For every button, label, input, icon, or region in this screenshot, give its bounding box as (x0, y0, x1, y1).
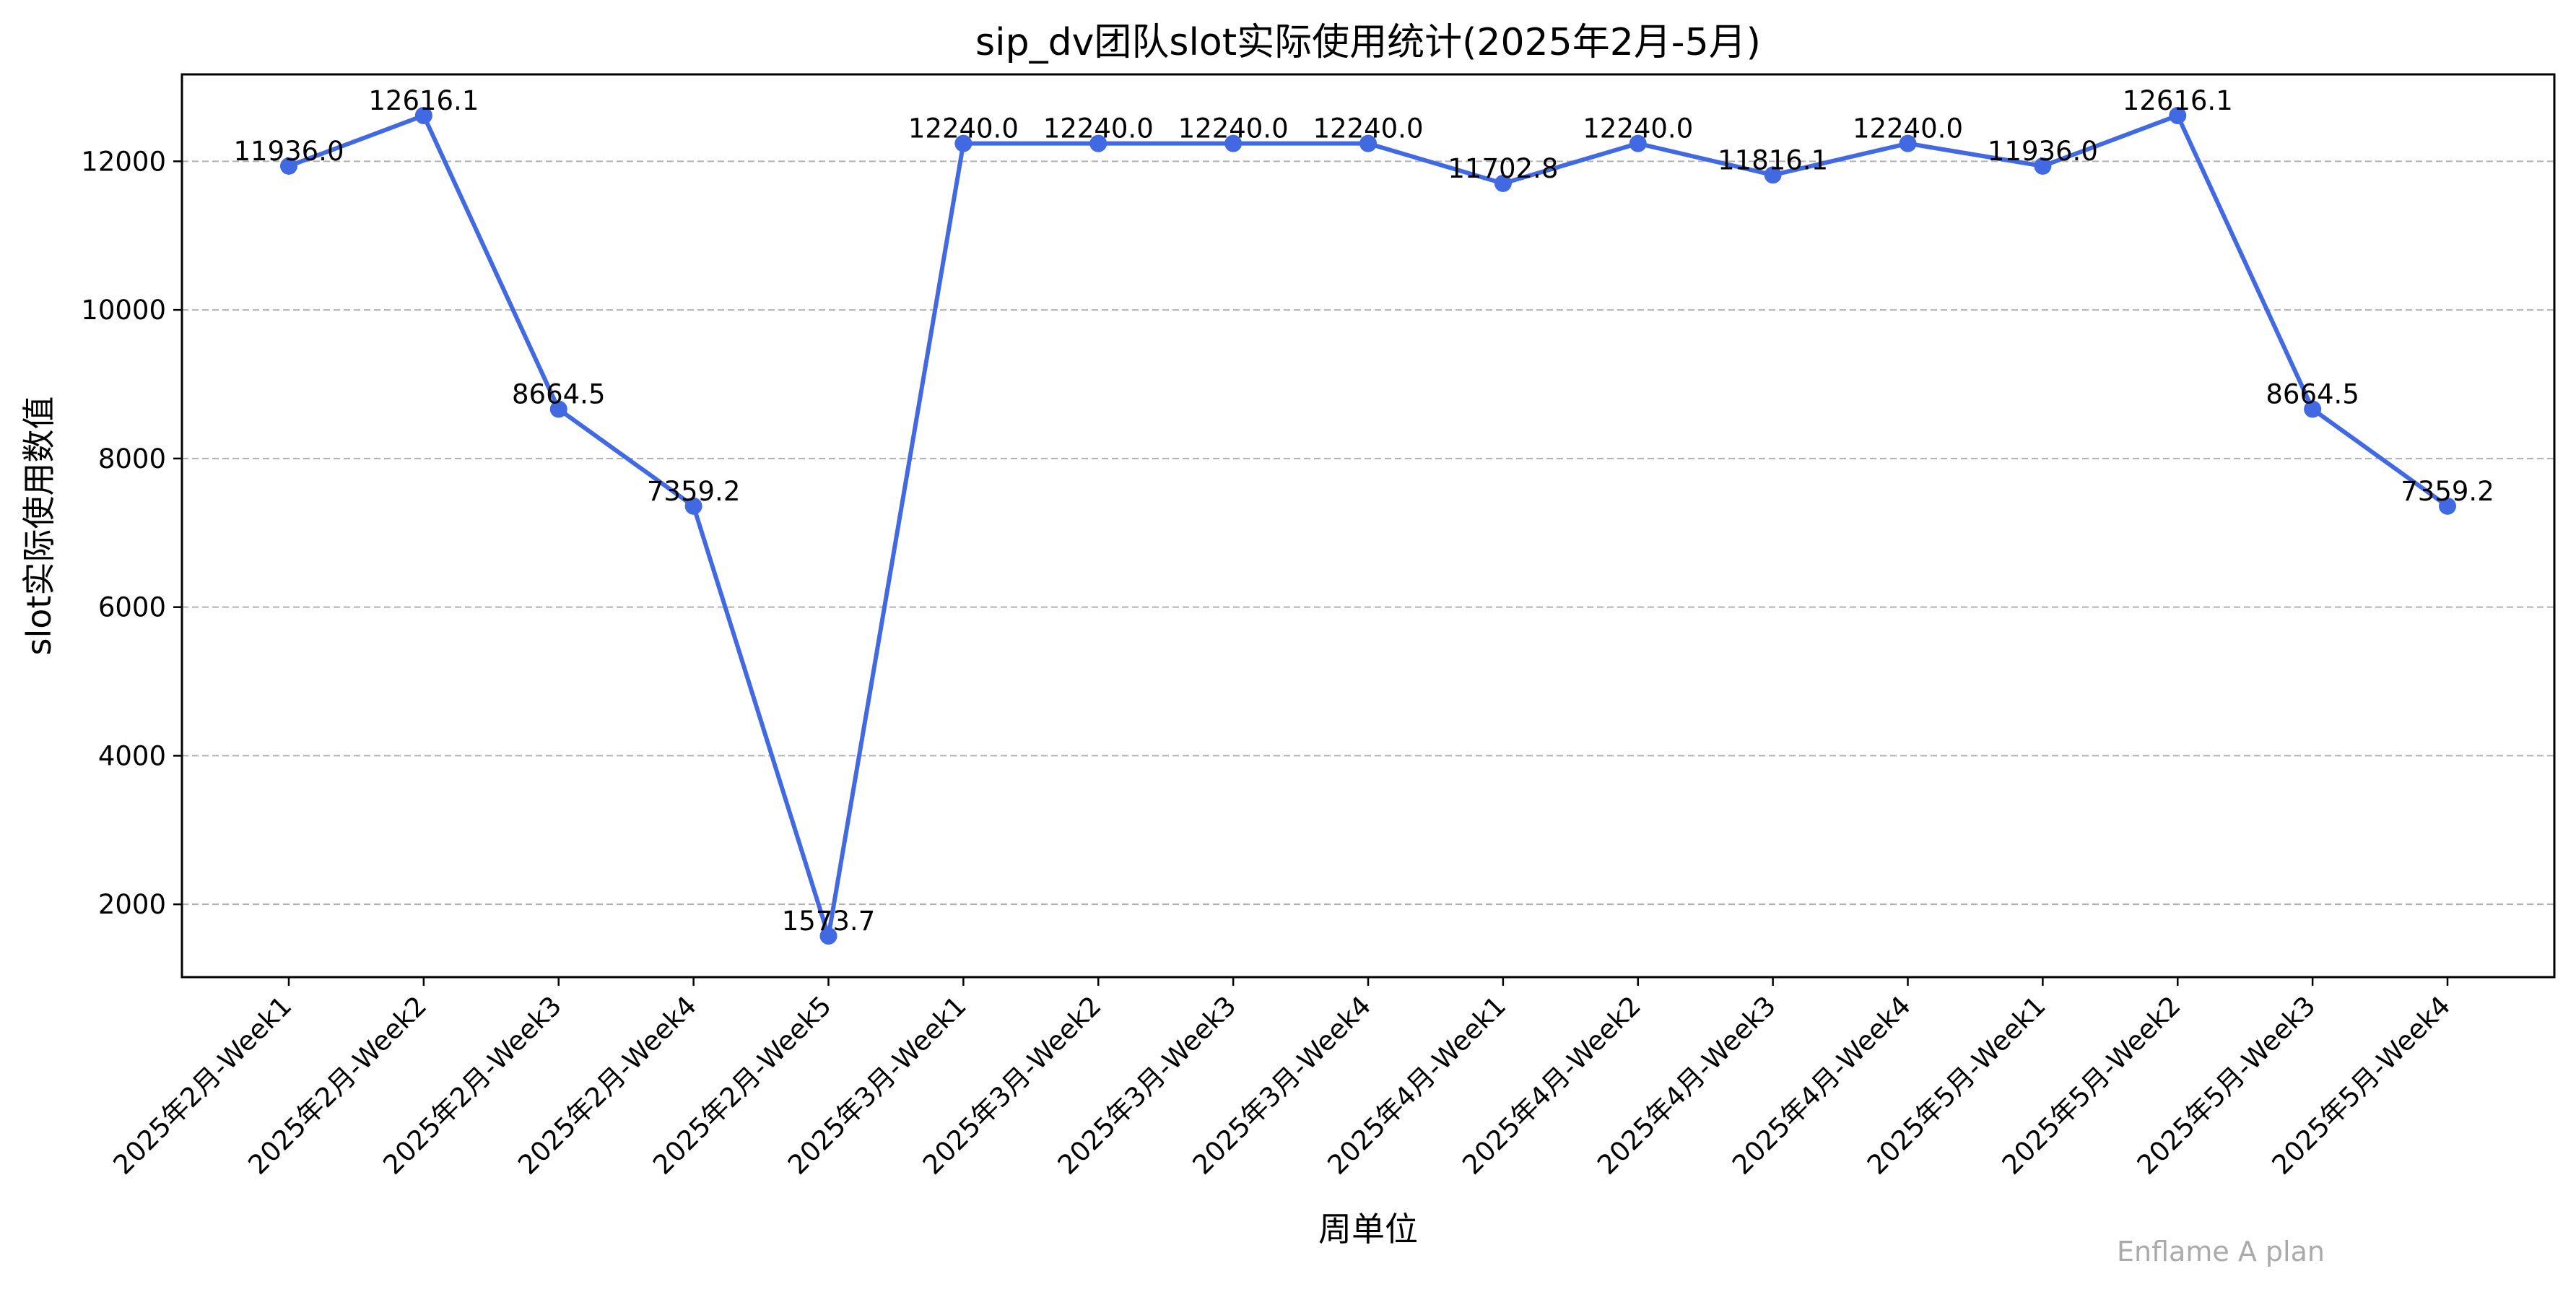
data-value-label: 12240.0 (1043, 113, 1154, 144)
data-point-marker (280, 157, 297, 175)
y-tick-label: 10000 (81, 295, 166, 326)
data-value-label: 11702.8 (1448, 153, 1558, 184)
y-tick-label: 8000 (98, 443, 166, 474)
y-axis-title: slot实际使用数值 (19, 396, 58, 656)
series-layer (280, 106, 2456, 945)
data-point-marker (1089, 134, 1108, 152)
axes: 200040006000800010000120002025年2月-Week12… (81, 146, 2456, 1180)
data-point-marker (2169, 106, 2187, 124)
data-value-label: 12240.0 (908, 113, 1019, 144)
data-point-marker (1494, 174, 1512, 192)
y-tick-label: 2000 (98, 889, 166, 920)
chart-title: sip_dv团队slot实际使用统计(2025年2月-5月) (975, 21, 1761, 64)
grid-lines (182, 160, 2554, 906)
plot-area-frame (180, 73, 2556, 979)
data-point-marker (684, 497, 702, 515)
data-point-marker (1629, 134, 1647, 152)
data-value-label: 8664.5 (512, 379, 605, 410)
data-point-marker (1224, 134, 1243, 152)
data-point-marker (819, 927, 837, 945)
data-value-label: 7359.2 (2401, 476, 2494, 507)
data-value-label: 11816.1 (1718, 144, 1828, 175)
data-point-marker (2034, 157, 2052, 175)
data-value-label: 7359.2 (647, 476, 740, 507)
data-point-marker (414, 106, 432, 124)
data-point-marker (2439, 497, 2456, 515)
watermark-text: Enflame A plan (2117, 1236, 2325, 1267)
data-value-label: 12240.0 (1178, 113, 1289, 144)
x-axis-title: 周单位 (1318, 1210, 1418, 1249)
data-value-label: 1573.7 (782, 906, 875, 937)
y-tick-label: 12000 (81, 146, 166, 177)
data-value-label: 11936.0 (1988, 136, 2098, 167)
data-point-marker (1764, 166, 1782, 184)
y-tick-label: 4000 (98, 740, 166, 771)
data-value-label: 11936.0 (233, 136, 344, 167)
y-tick-label: 6000 (98, 592, 166, 623)
data-point-marker (954, 134, 972, 152)
data-value-label: 12616.1 (2123, 85, 2233, 116)
data-value-label: 8664.5 (2266, 379, 2359, 410)
series-line (287, 113, 2450, 939)
data-value-label: 12240.0 (1313, 113, 1423, 144)
data-labels: 11936.0 12616.1 8664.5 7359.2 1573.7 12240.0 1… (233, 85, 2494, 937)
data-value-label: 12240.0 (1583, 113, 1693, 144)
data-point-marker (549, 400, 567, 418)
data-point-marker (2304, 400, 2322, 418)
data-value-label: 12616.1 (368, 85, 479, 116)
data-point-marker (1899, 134, 1917, 152)
data-point-marker (1359, 134, 1377, 152)
data-value-label: 12240.0 (1853, 113, 1963, 144)
